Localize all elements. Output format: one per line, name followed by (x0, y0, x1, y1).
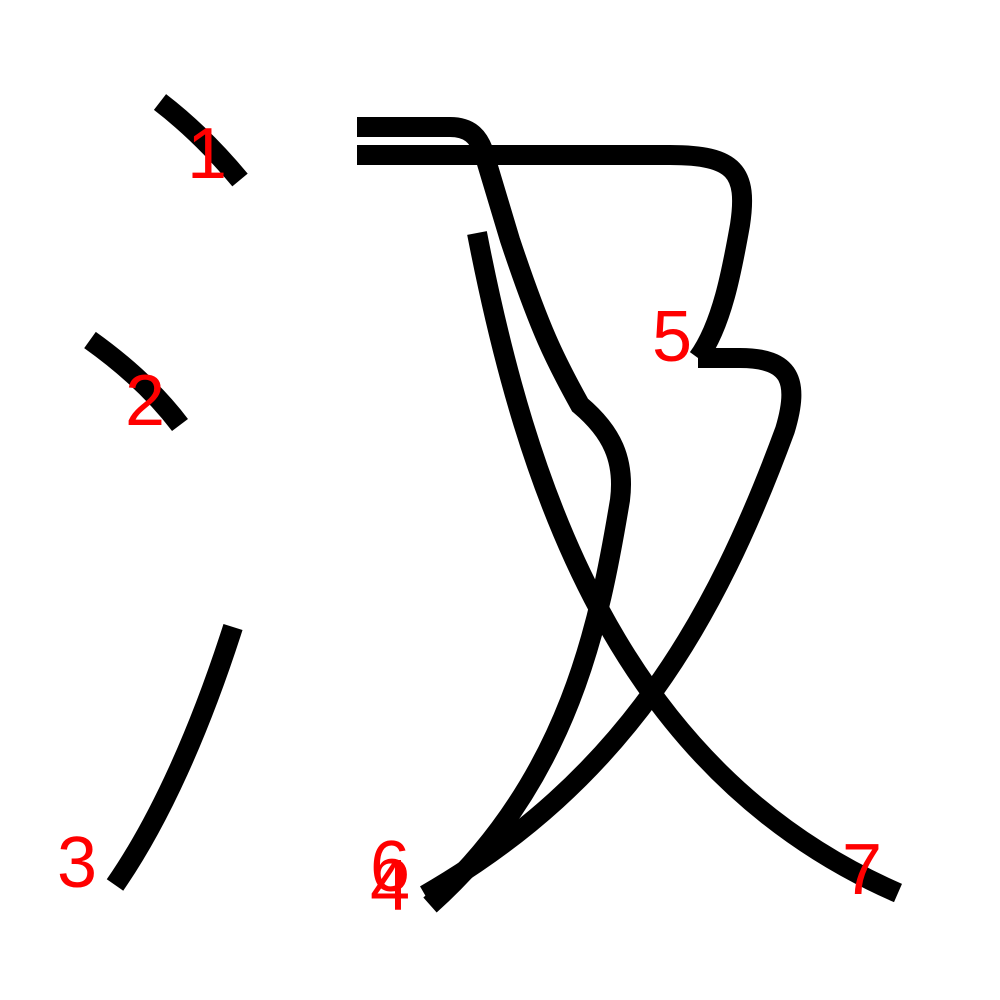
stroke-6 (420, 348, 802, 904)
stroke-1 (153, 94, 248, 187)
stroke-number-5: 5 (652, 297, 692, 377)
stroke-number-1: 1 (187, 114, 227, 194)
stroke-3 (106, 623, 243, 891)
stroke-number-6: 6 (370, 827, 410, 907)
stroke-5 (357, 145, 753, 364)
stroke-number-4: 4 (370, 846, 410, 926)
stroke-number-3: 3 (57, 823, 97, 903)
strokes (84, 94, 902, 913)
stroke-number-7: 7 (842, 830, 882, 910)
stroke-numbers: 1 2 3 4 5 6 7 (57, 114, 882, 926)
stroke-2 (84, 331, 188, 432)
stroke-7 (467, 231, 902, 903)
stroke-number-2: 2 (125, 361, 165, 441)
